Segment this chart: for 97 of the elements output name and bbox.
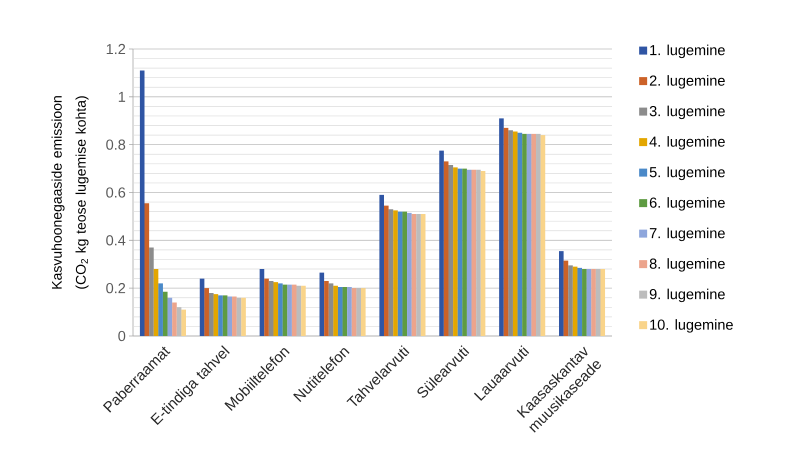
bar: [402, 212, 408, 336]
bar: [342, 286, 348, 336]
bar: [388, 209, 394, 336]
bar: [282, 284, 288, 336]
bar: [333, 286, 338, 336]
bar: [227, 296, 232, 336]
bar: [480, 170, 486, 336]
bar: [208, 292, 214, 336]
y-tick-label: 0: [118, 330, 126, 342]
bar: [149, 248, 154, 336]
bar: [154, 269, 158, 336]
legend-label: 1. lugemine: [650, 44, 725, 58]
bar: [144, 203, 150, 336]
bar: [356, 288, 362, 336]
bar: [168, 298, 172, 336]
bar: [448, 164, 454, 336]
bar: [420, 214, 426, 336]
bar: [241, 298, 246, 336]
bar: [200, 278, 204, 336]
bar: [324, 280, 329, 336]
bar: [320, 272, 324, 336]
bar: [453, 167, 458, 336]
bar: [296, 286, 302, 336]
bar: [512, 132, 518, 336]
bar: [439, 150, 444, 336]
bar: [287, 284, 292, 336]
bar: [600, 269, 606, 336]
bar: [518, 132, 522, 336]
bar: [352, 288, 356, 336]
legend-label: 9. lugemine: [650, 288, 725, 302]
bar: [379, 194, 384, 336]
legend-label: 6. lugemine: [650, 197, 725, 211]
bar: [222, 295, 228, 336]
bar: [591, 269, 596, 336]
bar: [504, 128, 508, 336]
bar: [232, 296, 237, 336]
bar: [596, 269, 600, 336]
bar: [172, 302, 177, 336]
bar: [407, 212, 412, 336]
legend-label: 7. lugemine: [650, 228, 725, 242]
bar: [466, 170, 472, 336]
bar: [572, 266, 578, 336]
bar: [347, 286, 352, 336]
bar: [236, 298, 242, 336]
bar: [176, 307, 182, 336]
bar: [458, 168, 462, 336]
y-tick-label: 0.8: [106, 140, 126, 150]
bar: [140, 70, 145, 336]
bar: [301, 286, 306, 336]
bar: [559, 251, 564, 336]
y-tick-label: 0.2: [106, 283, 126, 294]
bar: [328, 283, 334, 336]
bar: [531, 134, 536, 336]
legend-label: 5. lugemine: [650, 166, 725, 180]
bar: [508, 130, 513, 336]
legend-label: 3. lugemine: [650, 106, 725, 120]
bar: [564, 260, 568, 336]
bar: [499, 118, 504, 336]
bar: [384, 206, 389, 336]
bar: [476, 170, 481, 336]
y-tick-label: 1: [118, 92, 126, 102]
bar: [586, 269, 592, 336]
bar: [158, 283, 163, 336]
bar: [568, 265, 573, 336]
y-tick-label: 1.2: [106, 44, 126, 54]
bar: [462, 168, 467, 336]
bar: [338, 286, 343, 336]
bar: [577, 268, 582, 336]
bar: [540, 135, 546, 336]
bar: [260, 269, 264, 336]
bar: [526, 134, 532, 336]
legend-label: 2. lugemine: [650, 75, 725, 89]
bar: [268, 280, 274, 336]
legend-label: 4. lugemine: [649, 136, 725, 150]
bar: [444, 161, 448, 336]
bar: [278, 283, 283, 336]
bar: [292, 284, 297, 336]
bar: [204, 288, 209, 336]
bar: [412, 214, 416, 336]
bar: [522, 134, 527, 336]
y-tick-label: 0.4: [106, 235, 126, 246]
bar: [181, 310, 186, 336]
bar: [273, 282, 278, 336]
bar: [218, 295, 223, 336]
bar: [214, 294, 218, 336]
bar: [582, 269, 587, 336]
y-tick-label: 0.6: [106, 187, 126, 198]
bar: [472, 170, 476, 336]
bar: [416, 214, 421, 336]
bar: [536, 134, 541, 336]
bar: [398, 212, 402, 336]
bar: [393, 210, 398, 336]
bar: [264, 278, 269, 336]
bar: [361, 288, 366, 336]
legend-label: 8. lugemine: [650, 258, 725, 272]
bar: [162, 292, 168, 336]
legend-label: 10. lugemine: [650, 319, 733, 333]
